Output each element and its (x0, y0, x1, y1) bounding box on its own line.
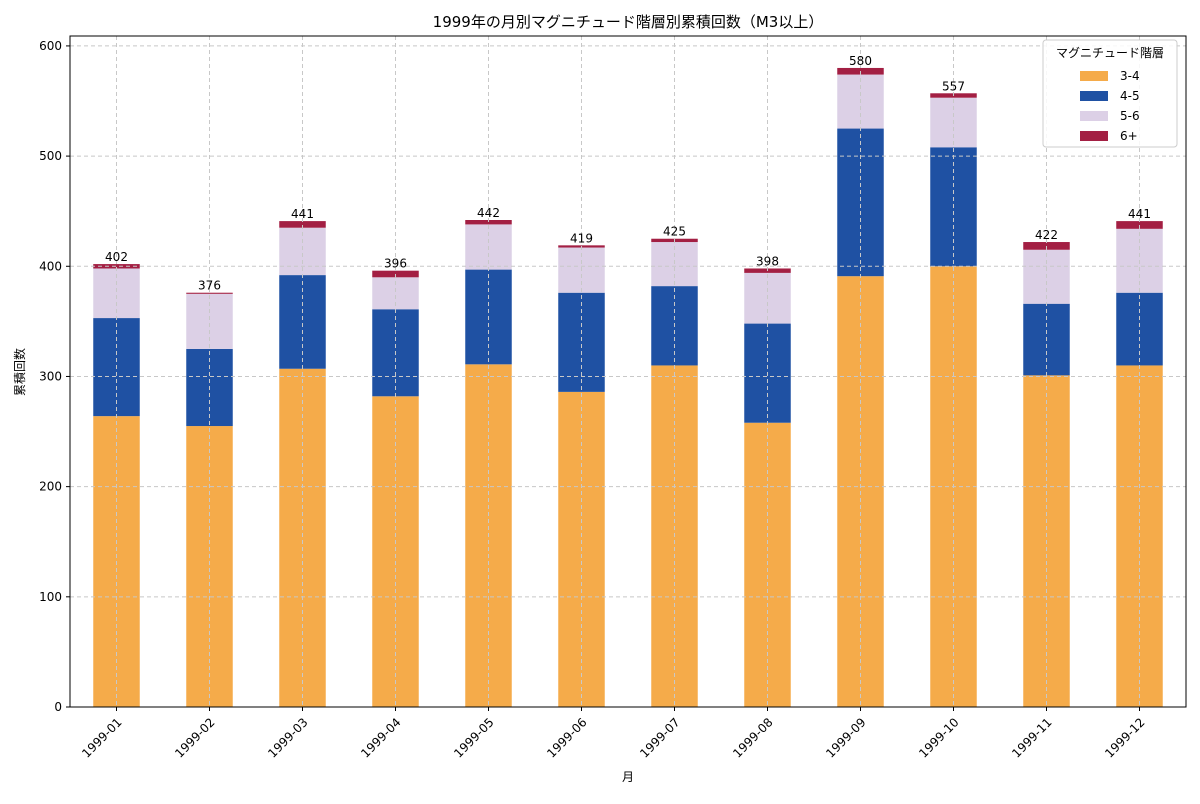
grid (70, 36, 1186, 708)
y-tick-label: 0 (54, 700, 62, 714)
total-label: 441 (291, 207, 314, 221)
bar-segment-4-5 (837, 128, 884, 277)
x-tick-label: 1999-09 (823, 715, 868, 760)
y-tick-label: 200 (39, 480, 62, 494)
total-label: 580 (849, 54, 872, 68)
total-label: 402 (105, 250, 128, 264)
total-label: 376 (198, 279, 221, 293)
total-label: 557 (942, 79, 965, 93)
total-label: 419 (570, 231, 593, 245)
legend-label: 6+ (1120, 129, 1138, 143)
x-tick-label: 1999-06 (544, 715, 589, 760)
bar-segment-6+ (1116, 221, 1163, 229)
legend-frame (1042, 39, 1178, 148)
bar-segment-6+ (1023, 242, 1070, 250)
legend-swatch-3-4 (1080, 71, 1108, 81)
x-tick-label: 1999-11 (1009, 715, 1054, 760)
bar-segment-6+ (279, 221, 326, 228)
total-label: 442 (477, 206, 500, 220)
total-labels: 402 376 441 396 442 419 425 398 580 557 422 441 (105, 54, 1151, 293)
bar-segment-6+ (186, 292, 233, 294)
x-tick-label: 1999-07 (637, 715, 682, 760)
bar-segment-3-4 (186, 426, 233, 707)
y-tick-label: 500 (39, 149, 62, 163)
x-tick-label: 1999-05 (451, 715, 496, 760)
bar-segment-3-4 (279, 368, 326, 707)
x-tick-label: 1999-08 (730, 715, 775, 760)
y-axis-label: 累積回数 (12, 348, 27, 396)
plot-frame (69, 35, 1187, 708)
x-tick-label: 1999-10 (916, 715, 961, 760)
total-label: 441 (1128, 207, 1151, 221)
chart-title: 1999年の月別マグニチュード階層別累積回数（M3以上） (433, 13, 824, 31)
total-label: 422 (1035, 228, 1058, 242)
x-tick-label: 1999-03 (265, 715, 310, 760)
x-tick-label: 1999-04 (358, 715, 403, 760)
legend-label: 3-4 (1120, 69, 1140, 83)
y-tick-label: 100 (39, 590, 62, 604)
y-tick-label: 600 (39, 39, 62, 53)
bar-segment-6+ (372, 270, 419, 278)
legend-label: 4-5 (1120, 89, 1140, 103)
legend: マグニチュード階層 3-4 4-5 5-6 6+ (1042, 39, 1178, 148)
y-axis: 0 100 200 300 400 500 600 (39, 39, 70, 714)
x-axis-label: 月 (622, 770, 634, 784)
legend-title: マグニチュード階層 (1056, 45, 1164, 60)
x-tick-label: 1999-02 (172, 715, 217, 760)
bar-segment-4-5 (558, 292, 605, 392)
bar-segment-6+ (93, 264, 140, 269)
legend-swatch-5-6 (1080, 111, 1108, 121)
x-tick-label: 1999-01 (79, 715, 124, 760)
bar-segment-6+ (465, 220, 512, 225)
legend-label: 5-6 (1120, 109, 1140, 123)
x-tick-label: 1999-12 (1102, 715, 1147, 760)
total-label: 425 (663, 225, 686, 239)
legend-swatch-4-5 (1080, 91, 1108, 101)
bars (93, 67, 1163, 707)
y-tick-label: 300 (39, 369, 62, 383)
total-label: 396 (384, 257, 407, 271)
total-label: 398 (756, 254, 779, 268)
x-axis: 1999-01 1999-02 1999-03 1999-04 1999-05 1999-… (79, 707, 1148, 761)
y-tick-label: 400 (39, 259, 62, 273)
legend-swatch-6+ (1080, 131, 1108, 141)
